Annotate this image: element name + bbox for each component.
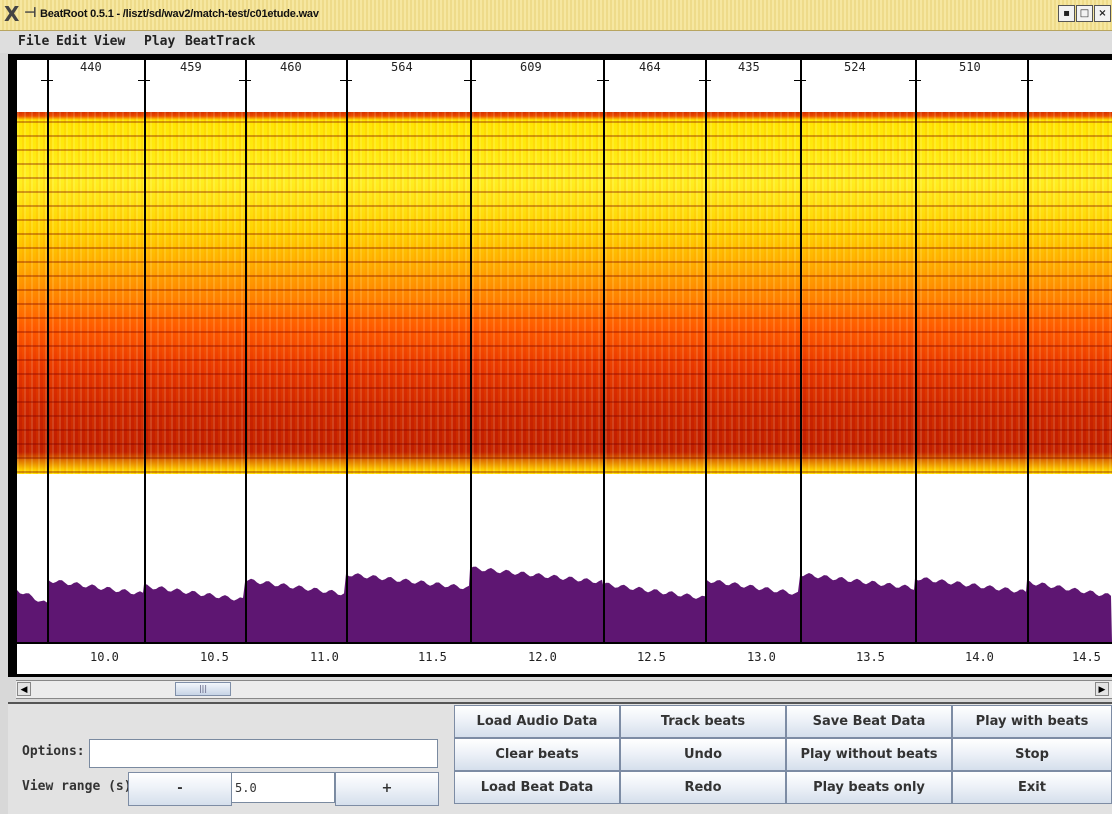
close-button[interactable]: × <box>1094 5 1111 22</box>
time-tick-label: 12.5 <box>637 650 666 664</box>
view-range-input[interactable] <box>231 772 335 803</box>
beat-marker[interactable] <box>245 60 247 644</box>
waveform <box>17 566 1112 642</box>
beat-marker[interactable] <box>144 60 146 644</box>
beat-marker[interactable] <box>470 60 472 644</box>
horizontal-scrollbar[interactable]: ◀ ||| ▶ <box>16 680 1112 699</box>
time-tick-label: 14.0 <box>965 650 994 664</box>
time-tick-label: 13.0 <box>747 650 776 664</box>
save-beat-data-button[interactable]: Save Beat Data <box>786 705 952 738</box>
redo-button[interactable]: Redo <box>620 771 786 804</box>
title-bar[interactable]: X ⊣ BeatRoot 0.5.1 - /liszt/sd/wav2/matc… <box>0 0 1112 31</box>
waveform-envelope <box>17 566 1112 642</box>
menu-beattrack[interactable]: BeatTrack <box>185 34 256 49</box>
time-tick-label: 14.5 <box>1072 650 1101 664</box>
menu-play[interactable]: Play <box>144 34 176 49</box>
time-tick-label: 10.5 <box>200 650 229 664</box>
inter-beat-interval-band <box>17 60 1112 112</box>
minimize-button[interactable]: ▪ <box>1058 5 1075 22</box>
time-tick-label: 12.0 <box>528 650 557 664</box>
pin-icon[interactable]: ⊣ <box>24 5 37 21</box>
x-logo-icon: X <box>4 2 20 26</box>
menu-edit[interactable]: Edit <box>56 34 88 49</box>
beat-marker[interactable] <box>603 60 605 644</box>
play-without-beats-button[interactable]: Play without beats <box>786 738 952 771</box>
maximize-button[interactable]: □ <box>1076 5 1093 22</box>
time-tick-label: 11.0 <box>310 650 339 664</box>
menu-view[interactable]: View <box>94 34 126 49</box>
beat-interval-label: 609 <box>520 60 542 74</box>
options-label: Options: <box>22 744 85 759</box>
beat-interval-label: 435 <box>738 60 760 74</box>
view-range-increase-button[interactable]: + <box>335 772 439 806</box>
scroll-left-arrow-icon[interactable]: ◀ <box>17 682 31 696</box>
control-panel: Options: View range (s): - + Load Audio … <box>8 702 1112 814</box>
beat-interval-label: 564 <box>391 60 413 74</box>
load-beat-data-button[interactable]: Load Beat Data <box>454 771 620 804</box>
beat-marker[interactable] <box>1027 60 1029 644</box>
scroll-right-arrow-icon[interactable]: ▶ <box>1095 682 1109 696</box>
options-input[interactable] <box>89 739 438 768</box>
window-title: BeatRoot 0.5.1 - /liszt/sd/wav2/match-te… <box>40 8 319 20</box>
beat-marker[interactable] <box>346 60 348 644</box>
view-range-label: View range (s): <box>22 779 140 794</box>
menu-file[interactable]: File <box>18 34 50 49</box>
scroll-thumb[interactable]: ||| <box>175 682 231 696</box>
menu-bar: File Edit View Play BeatTrack <box>0 31 1112 53</box>
spectrogram[interactable] <box>17 112 1112 474</box>
beat-interval-label: 510 <box>959 60 981 74</box>
exit-button[interactable]: Exit <box>952 771 1112 804</box>
stop-button[interactable]: Stop <box>952 738 1112 771</box>
undo-button[interactable]: Undo <box>620 738 786 771</box>
beat-interval-label: 524 <box>844 60 866 74</box>
time-axis <box>17 644 1112 674</box>
load-audio-data-button[interactable]: Load Audio Data <box>454 705 620 738</box>
beat-marker[interactable] <box>47 60 49 644</box>
play-beats-only-button[interactable]: Play beats only <box>786 771 952 804</box>
time-tick-label: 10.0 <box>90 650 119 664</box>
play-with-beats-button[interactable]: Play with beats <box>952 705 1112 738</box>
beat-interval-label: 440 <box>80 60 102 74</box>
beat-marker[interactable] <box>915 60 917 644</box>
beat-interval-label: 464 <box>639 60 661 74</box>
beat-interval-label: 459 <box>180 60 202 74</box>
beat-marker[interactable] <box>800 60 802 644</box>
track-beats-button[interactable]: Track beats <box>620 705 786 738</box>
clear-beats-button[interactable]: Clear beats <box>454 738 620 771</box>
waveform-area[interactable] <box>17 474 1112 642</box>
time-tick-label: 13.5 <box>856 650 885 664</box>
beat-interval-label: 460 <box>280 60 302 74</box>
beat-display-panel[interactable]: 440 459 460 564 609 464 435 524 510 10.0… <box>8 54 1112 677</box>
view-range-decrease-button[interactable]: - <box>128 772 232 806</box>
beat-marker[interactable] <box>705 60 707 644</box>
time-tick-label: 11.5 <box>418 650 447 664</box>
